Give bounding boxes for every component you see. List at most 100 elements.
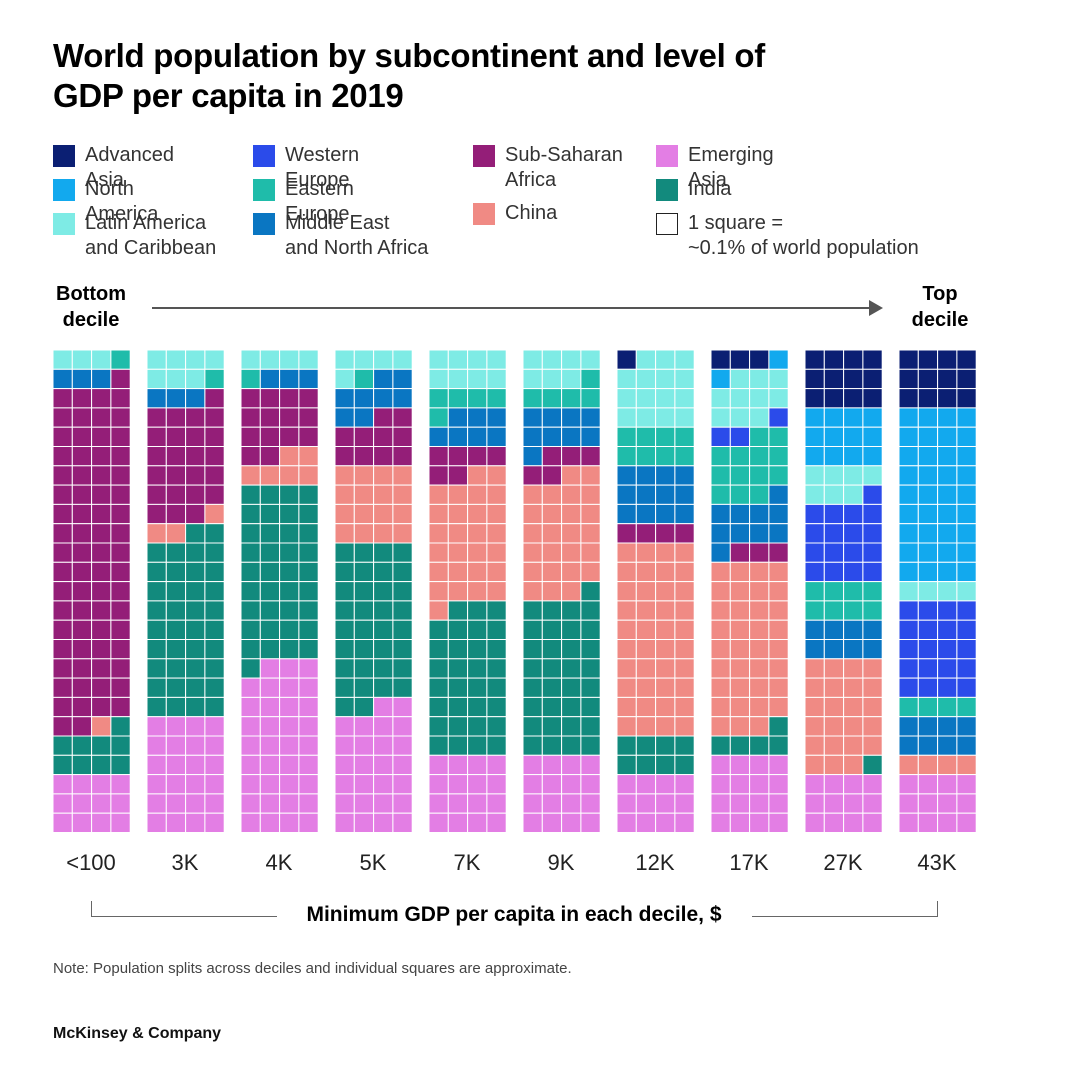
waffle-square (146, 581, 167, 602)
waffle-square (823, 561, 845, 583)
waffle-square (204, 716, 225, 737)
waffle-square (334, 735, 355, 756)
waffle-square (392, 542, 413, 563)
waffle-square (279, 523, 300, 544)
waffle-square (616, 407, 637, 428)
waffle-square (937, 600, 958, 621)
waffle-square (91, 600, 112, 621)
waffle-square (937, 619, 958, 641)
waffle-square (917, 735, 939, 756)
x-tick-label: 12K (635, 850, 675, 875)
waffle-square (71, 677, 93, 698)
waffle-square (956, 677, 977, 698)
waffle-square (616, 735, 637, 756)
waffle-square (279, 696, 300, 718)
waffle-square (165, 349, 187, 370)
waffle-square (486, 639, 507, 660)
waffle-square (522, 465, 543, 486)
waffle-square (768, 581, 789, 602)
waffle-square (91, 619, 112, 641)
waffle-square (862, 716, 883, 737)
waffle-square (917, 793, 939, 814)
waffle-square (204, 523, 225, 544)
waffle-square (635, 465, 657, 486)
waffle-square (823, 696, 845, 718)
waffle-square (486, 658, 507, 679)
waffle-square (655, 696, 676, 718)
waffle-square (616, 349, 637, 370)
x-tick-label: 27K (823, 850, 863, 875)
waffle-square (373, 735, 394, 756)
waffle-square (279, 639, 300, 660)
waffle-square (204, 812, 225, 834)
waffle-square (165, 735, 187, 756)
waffle-square (392, 658, 413, 679)
waffle-square (655, 600, 676, 621)
waffle-square (428, 446, 449, 467)
waffle-square (298, 388, 319, 409)
waffle-square (580, 426, 601, 448)
waffle-square (91, 774, 112, 795)
waffle-square (52, 407, 73, 428)
waffle-square (71, 754, 93, 776)
waffle-square (185, 561, 206, 583)
waffle-square (655, 812, 676, 834)
waffle-square (635, 696, 657, 718)
waffle-square (185, 484, 206, 505)
waffle-square (110, 388, 131, 409)
waffle-square (937, 677, 958, 698)
waffle-square (862, 619, 883, 641)
waffle-square (52, 368, 73, 390)
brand-logo-text: McKinsey & Company (53, 1025, 222, 1042)
waffle-square (204, 426, 225, 448)
waffle-square (917, 503, 939, 525)
waffle-square (843, 619, 864, 641)
waffle-square (71, 716, 93, 737)
waffle-square (804, 465, 825, 486)
waffle-square (674, 735, 695, 756)
waffle-square (185, 542, 206, 563)
waffle-square (185, 388, 206, 409)
waffle-square (710, 735, 731, 756)
waffle-square (279, 446, 300, 467)
waffle-square (146, 639, 167, 660)
legend-swatch-middle-east (253, 213, 275, 235)
waffle-square (843, 812, 864, 834)
waffle-square (392, 581, 413, 602)
waffle-square (334, 696, 355, 718)
waffle-square (768, 716, 789, 737)
waffle-square (768, 696, 789, 718)
waffle-square (749, 658, 770, 679)
waffle-square (522, 446, 543, 467)
waffle-square (486, 426, 507, 448)
waffle-square (674, 658, 695, 679)
waffle-square (91, 368, 112, 390)
waffle-square (110, 639, 131, 660)
legend-swatch-north-america (53, 179, 75, 201)
waffle-square (710, 658, 731, 679)
legend-label-square-note: 1 square = ~0.1% of world population (688, 212, 919, 259)
waffle-square (428, 388, 449, 409)
legend-swatch-sub-saharan-africa (473, 145, 495, 167)
waffle-square (843, 639, 864, 660)
waffle-square (353, 426, 375, 448)
waffle-square (616, 619, 637, 641)
waffle-square (862, 600, 883, 621)
waffle-square (729, 523, 751, 544)
waffle-square (749, 677, 770, 698)
waffle-square (467, 793, 488, 814)
waffle-square (353, 812, 375, 834)
waffle-square (353, 774, 375, 795)
waffle-square (729, 426, 751, 448)
waffle-square (165, 446, 187, 467)
waffle-square (334, 774, 355, 795)
waffle-square (185, 696, 206, 718)
waffle-square (447, 600, 469, 621)
waffle-square (862, 658, 883, 679)
waffle-square (804, 368, 825, 390)
waffle-square (52, 426, 73, 448)
waffle-square (52, 465, 73, 486)
waffle-square (91, 465, 112, 486)
bottom-decile-label: Bottom decile (56, 283, 126, 331)
waffle-square (165, 465, 187, 486)
